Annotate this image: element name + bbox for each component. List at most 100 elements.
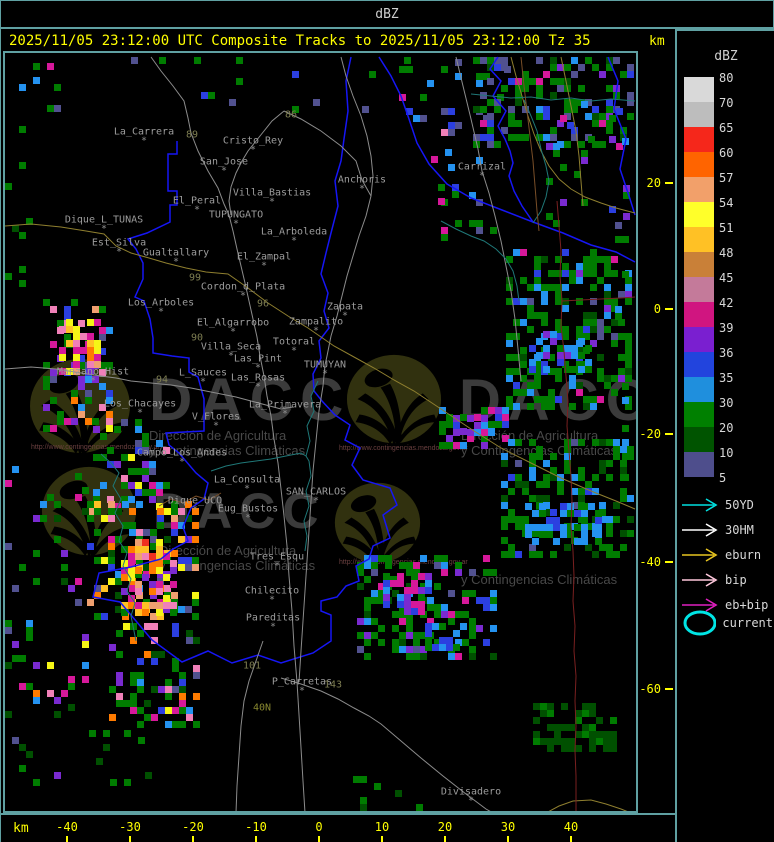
radar-cell bbox=[481, 415, 488, 422]
radar-cell bbox=[64, 334, 71, 341]
radar-cell bbox=[527, 298, 534, 305]
radar-cell bbox=[455, 611, 462, 618]
radar-cell bbox=[548, 389, 555, 396]
radar-cell bbox=[399, 94, 406, 101]
radar-cell bbox=[520, 277, 527, 284]
map-label-town: Gualtallary bbox=[142, 247, 210, 259]
radar-cell bbox=[576, 347, 583, 354]
scale-box bbox=[684, 302, 714, 327]
radar-cell bbox=[172, 665, 179, 672]
radar-cell bbox=[178, 536, 185, 543]
v-tick-label: -60 bbox=[639, 682, 661, 696]
radar-cell bbox=[101, 585, 108, 592]
radar-cell bbox=[620, 488, 627, 495]
radar-cell bbox=[128, 553, 135, 560]
radar-cell bbox=[150, 592, 157, 599]
radar-cell bbox=[543, 509, 550, 516]
radar-cell bbox=[427, 618, 434, 625]
radar-cell bbox=[581, 538, 588, 545]
radar-cell bbox=[75, 494, 82, 501]
radar-cell bbox=[543, 331, 550, 338]
radar-cell bbox=[142, 468, 149, 475]
map-label-town: Cristo_Rey bbox=[222, 135, 284, 147]
radar-cell bbox=[171, 550, 178, 557]
radar-cell bbox=[483, 115, 490, 122]
radar-cell bbox=[561, 745, 568, 752]
radar-cell bbox=[33, 690, 40, 697]
map-label-town: La_Arboleda bbox=[260, 226, 328, 238]
radar-cell bbox=[599, 502, 606, 509]
radar-cell bbox=[606, 127, 613, 134]
scale-box bbox=[684, 227, 714, 252]
radar-cell bbox=[108, 564, 115, 571]
color-scale-panel: dBZ 80 70 65 60 57 54 51 48 45 42 39 36 35 30 20 10 5 50… bbox=[675, 29, 774, 842]
radar-cell bbox=[156, 440, 163, 447]
radar-cell bbox=[455, 562, 462, 569]
radar-cell bbox=[596, 731, 603, 738]
radar-cell bbox=[585, 113, 592, 120]
radar-cell bbox=[441, 66, 448, 73]
radar-cell bbox=[399, 646, 406, 653]
radar-cell bbox=[533, 703, 540, 710]
radar-cell bbox=[135, 468, 142, 475]
radar-cell bbox=[483, 597, 490, 604]
radar-cell bbox=[136, 571, 143, 578]
radar-cell bbox=[554, 738, 561, 745]
radar-cell bbox=[165, 707, 172, 714]
radar-cell bbox=[571, 352, 578, 359]
radar-cell bbox=[527, 403, 534, 410]
radar-cell bbox=[128, 546, 135, 553]
radar-cell bbox=[455, 73, 462, 80]
radar-cell bbox=[550, 551, 557, 558]
radar-cell bbox=[604, 263, 611, 270]
radar-cell bbox=[606, 460, 613, 467]
radar-cell bbox=[481, 422, 488, 429]
radar-cell bbox=[490, 625, 497, 632]
radar-cell bbox=[406, 618, 413, 625]
radar-cell bbox=[109, 714, 116, 721]
radar-cell bbox=[494, 99, 501, 106]
watermark-url: http://www.contingencias.mendoza.gov.ar bbox=[31, 444, 160, 451]
radar-cell bbox=[562, 263, 569, 270]
radar-cell bbox=[553, 220, 560, 227]
map-label-road-number: 101 bbox=[242, 660, 262, 672]
radar-cell bbox=[550, 338, 557, 345]
radar-cell bbox=[33, 63, 40, 70]
radar-cell bbox=[623, 213, 630, 220]
radar-cell bbox=[137, 721, 144, 728]
radar-cell bbox=[78, 376, 85, 383]
radar-cell bbox=[578, 64, 585, 71]
radar-cell bbox=[179, 707, 186, 714]
radar-cell bbox=[172, 630, 179, 637]
radar-cell bbox=[527, 382, 534, 389]
radar-cell bbox=[569, 277, 576, 284]
radar-cell bbox=[170, 567, 177, 574]
radar-cell bbox=[576, 277, 583, 284]
radar-cell bbox=[164, 585, 171, 592]
radar-cell bbox=[87, 340, 94, 347]
map-line-route bbox=[548, 799, 628, 811]
radar-cell bbox=[506, 256, 513, 263]
map-line-boundary bbox=[489, 56, 534, 223]
radar-cell bbox=[501, 481, 508, 488]
radar-cell bbox=[575, 710, 582, 717]
radar-cell bbox=[462, 590, 469, 597]
map-label-town: Dique_L_TUNAS bbox=[64, 214, 144, 226]
radar-cell bbox=[446, 421, 453, 428]
radar-cell bbox=[68, 585, 75, 592]
radar-cell bbox=[404, 594, 411, 601]
radar-cell bbox=[193, 665, 200, 672]
radar-cell bbox=[564, 141, 571, 148]
radar-cell bbox=[547, 710, 554, 717]
radar-cell bbox=[590, 256, 597, 263]
legend-label: 50YD bbox=[725, 498, 754, 512]
radar-cell bbox=[618, 375, 625, 382]
map-lines-layer bbox=[5, 56, 636, 811]
radar-cell bbox=[404, 587, 411, 594]
radar-cell bbox=[186, 637, 193, 644]
radar-cell bbox=[529, 467, 536, 474]
radar-cell bbox=[110, 779, 117, 786]
radar-cell bbox=[529, 78, 536, 85]
